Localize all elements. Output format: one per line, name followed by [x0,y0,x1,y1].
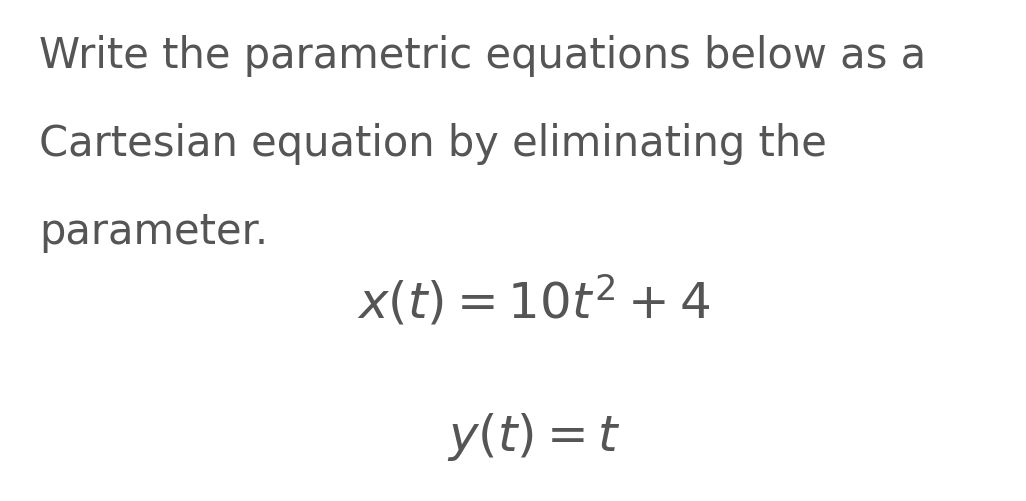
Text: Write the parametric equations below as a: Write the parametric equations below as … [39,35,926,77]
Text: $x(t) = 10t^2 + 4$: $x(t) = 10t^2 + 4$ [357,273,710,328]
Text: Cartesian equation by eliminating the: Cartesian equation by eliminating the [39,123,827,165]
Text: parameter.: parameter. [39,210,268,253]
Text: $y(t) = t$: $y(t) = t$ [446,410,621,462]
